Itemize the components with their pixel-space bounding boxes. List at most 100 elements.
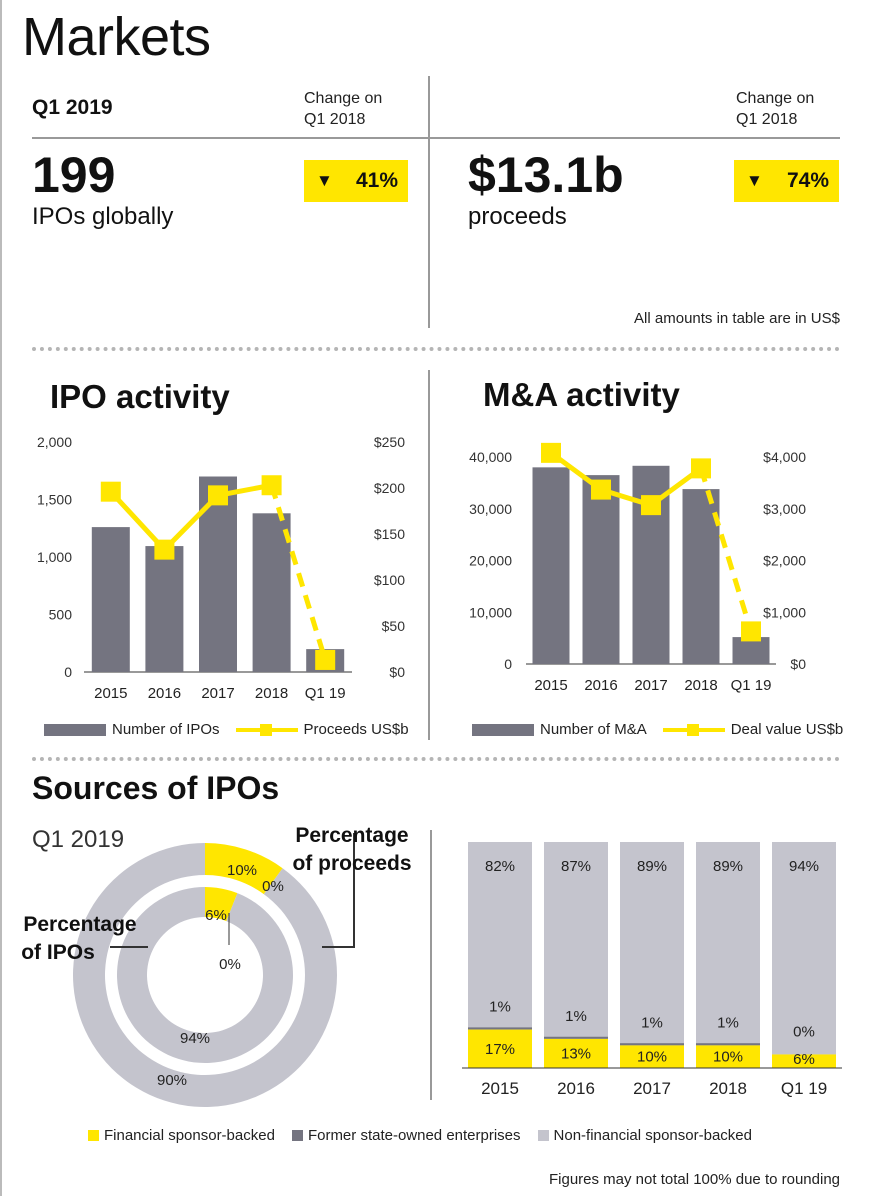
bar	[532, 467, 570, 664]
proceeds-label: of proceeds	[292, 852, 411, 875]
series-line-segment	[698, 467, 754, 633]
stacked-segment	[468, 1029, 532, 1068]
segment-label: 17%	[485, 1041, 515, 1058]
y-right-tick-label: $50	[382, 618, 406, 634]
x-tick-label: Q1 19	[781, 1079, 827, 1098]
y-right-tick-label: $0	[389, 664, 405, 680]
line-point	[691, 458, 711, 479]
y-left-tick-label: 1,000	[37, 549, 72, 565]
segment-label: 6%	[793, 1051, 815, 1068]
line-point	[591, 479, 611, 500]
segment-label: 10%	[637, 1049, 667, 1066]
ipos-label: Percentage	[23, 913, 136, 936]
x-tick-label: 2018	[684, 677, 717, 694]
legend-label: Financial sponsor-backed	[104, 1127, 275, 1144]
segment-label: 0%	[793, 1023, 815, 1040]
stacked-segment	[544, 842, 608, 1037]
kpi-ipo-change: 41%	[355, 169, 398, 192]
line-point	[208, 485, 228, 506]
y-right-tick-label: $1,000	[763, 604, 806, 620]
x-tick-label: 2015	[94, 685, 127, 702]
charts-divider	[428, 370, 430, 740]
segment-label: 10%	[713, 1049, 743, 1066]
period-label: Q1 2019	[32, 96, 113, 119]
page-left-border	[0, 0, 2, 1196]
stacked-segment	[772, 1054, 836, 1068]
leader-line	[322, 833, 355, 948]
bar	[582, 475, 620, 664]
bar	[732, 637, 770, 664]
sources-divider	[430, 830, 432, 1100]
bar	[91, 527, 130, 672]
segment-label: 1%	[565, 1008, 587, 1025]
y-right-tick-label: $3,000	[763, 501, 806, 517]
y-right-tick-label: $150	[374, 526, 405, 542]
segment-label: 1%	[717, 1014, 739, 1031]
ipo-activity-chart: 0 500 1,000 1,500 2,000 $0 $50 $100 $150 $200 $250…	[37, 434, 406, 702]
down-triangle-icon: ▼	[746, 171, 763, 190]
series-line-segment	[269, 484, 328, 661]
x-tick-label: 2016	[584, 677, 617, 694]
donut-slice	[205, 843, 283, 895]
y-right-tick-label: $2,000	[763, 553, 806, 569]
stacked-segment	[696, 1045, 760, 1068]
x-tick-label: 2018	[255, 685, 288, 702]
y-left-tick-label: 20,000	[469, 553, 512, 569]
y-right-tick-label: $4,000	[763, 449, 806, 465]
line-point	[154, 539, 175, 560]
kpi-ipo-count: 199	[32, 147, 116, 203]
stacked-segment	[468, 1027, 532, 1030]
stacked-segment	[620, 842, 684, 1044]
stacked-segment	[468, 842, 532, 1028]
y-right-tick-label: $200	[374, 480, 405, 496]
down-triangle-icon: ▼	[316, 171, 333, 190]
x-tick-label: Q1 19	[305, 685, 346, 702]
kpi-ipo-label: IPOs globally	[32, 203, 174, 230]
stacked-segment	[544, 1036, 608, 1039]
slice-label: 10%	[227, 862, 257, 879]
x-tick-label: 2015	[481, 1079, 519, 1098]
legend-line-swatch	[235, 723, 298, 736]
x-tick-label: 2016	[557, 1079, 595, 1098]
sources-stacked-chart: 82% 17% 1% 2015 87% 13% 1% 2016 89% 10% 1% 2017 89% 1…	[462, 842, 842, 1098]
segment-label: 89%	[637, 858, 667, 875]
currency-note: All amounts in table are in US$	[634, 310, 840, 327]
stacked-segment	[772, 842, 836, 1055]
segment-label: 1%	[489, 999, 511, 1016]
legend-label: Proceeds US$b	[303, 721, 409, 738]
line-point	[261, 475, 282, 496]
ma-activity-title: M&A activity	[483, 376, 680, 413]
kpi-proceeds-label: proceeds	[468, 203, 567, 230]
segment-label: 94%	[789, 858, 819, 875]
change-label-left: Change on Q1 2018	[304, 88, 382, 130]
y-left-tick-label: 500	[49, 607, 73, 623]
change-label-line1: Change on	[304, 90, 383, 107]
sources-period: Q1 2019	[32, 826, 125, 853]
sources-legend: Financial sponsor-backed Former state-ow…	[88, 1127, 752, 1144]
kpi-ipo-change-badge: ▼ 41%	[304, 160, 408, 202]
y-left-tick-label: 40,000	[469, 449, 512, 465]
legend-label: Number of M&A	[540, 721, 647, 738]
kpi-proceeds-change: 74%	[786, 169, 829, 192]
kpi-proceeds-change-badge: ▼ 74%	[734, 160, 839, 202]
legend-swatch-dark	[291, 1130, 303, 1141]
stacked-segment	[696, 1043, 760, 1046]
line-point	[641, 495, 661, 516]
change-label-line2: Q1 2018	[736, 111, 798, 128]
segment-label: 89%	[713, 858, 743, 875]
ma-legend: Number of M&A Deal value US$b	[472, 721, 843, 738]
slice-label: 0%	[262, 878, 284, 895]
line-point	[315, 649, 336, 670]
line-point	[541, 442, 561, 463]
legend-label: Deal value US$b	[730, 721, 844, 738]
proceeds-label: Percentage	[295, 824, 408, 847]
ipo-legend: Number of IPOs Proceeds US$b	[44, 721, 409, 738]
legend-label: Non-financial sponsor-backed	[553, 1127, 752, 1144]
sources-title: Sources of IPOs	[32, 770, 280, 806]
ipos-label: of IPOs	[21, 941, 95, 964]
x-tick-label: 2017	[633, 1079, 671, 1098]
donut-slice	[205, 887, 238, 922]
slice-label: 90%	[157, 1072, 187, 1089]
x-tick-label: 2015	[534, 677, 567, 694]
slice-label: 94%	[180, 1030, 210, 1047]
